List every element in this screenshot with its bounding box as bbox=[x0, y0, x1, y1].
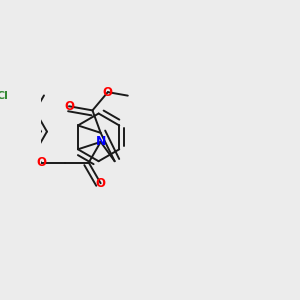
Text: Cl: Cl bbox=[0, 92, 9, 101]
Text: O: O bbox=[96, 177, 106, 190]
Text: O: O bbox=[36, 156, 46, 169]
Text: N: N bbox=[95, 135, 106, 148]
Text: O: O bbox=[103, 85, 113, 99]
Text: O: O bbox=[64, 100, 74, 113]
